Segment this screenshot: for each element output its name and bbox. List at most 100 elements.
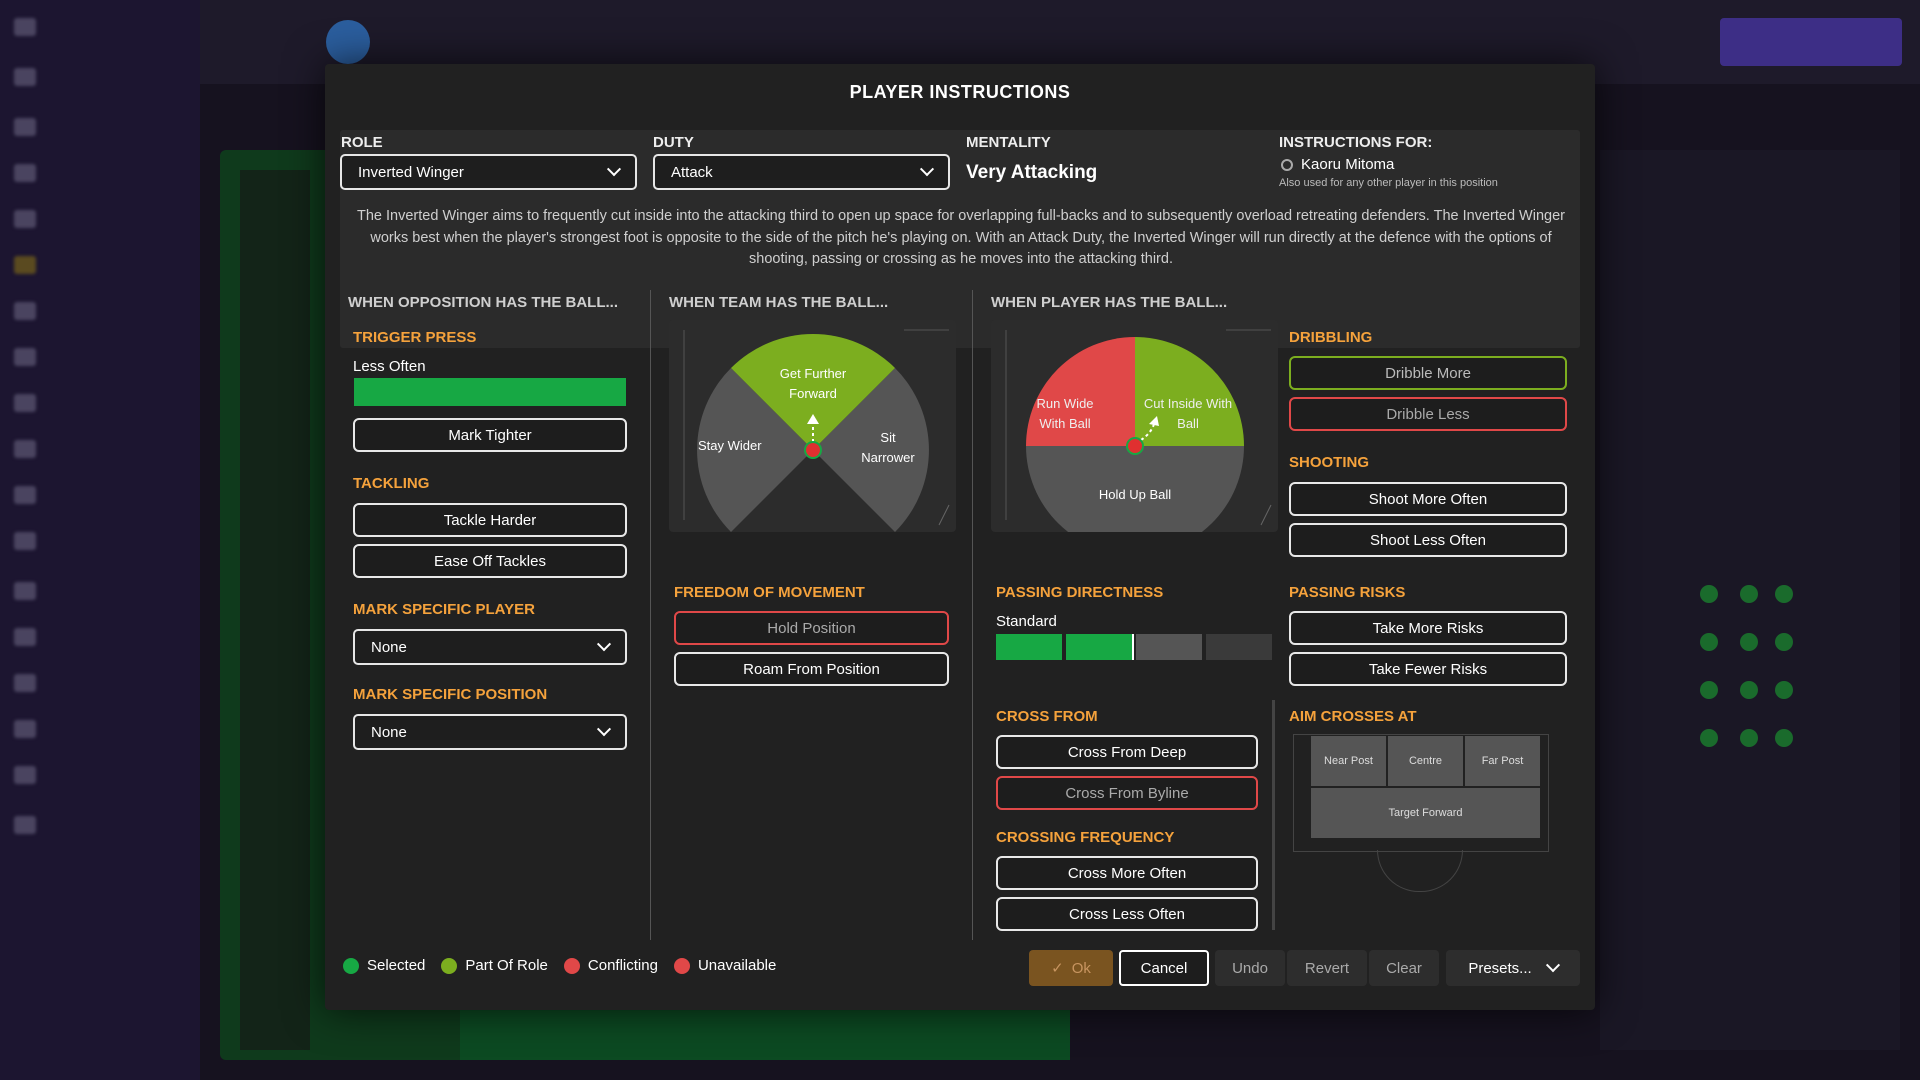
background-sidebar xyxy=(0,0,200,1080)
presets-button[interactable]: Presets... xyxy=(1446,950,1580,986)
shoot-more-often-button[interactable]: Shoot More Often xyxy=(1289,482,1567,516)
mark-tighter-button[interactable]: Mark Tighter xyxy=(353,418,627,452)
chevron-down-icon xyxy=(1545,958,1560,973)
duty-select[interactable]: Attack xyxy=(653,154,950,190)
role-select[interactable]: Inverted Winger xyxy=(340,154,637,190)
shoot-less-often-button[interactable]: Shoot Less Often xyxy=(1289,523,1567,557)
trigger-press-bar[interactable] xyxy=(354,378,626,406)
chevron-down-icon xyxy=(596,637,612,652)
sit-narrower-label: Sit Narrower xyxy=(861,430,915,465)
bg-nav-item xyxy=(14,250,36,280)
clear-button[interactable]: Clear xyxy=(1369,950,1439,986)
cross-more-often-button[interactable]: Cross More Often xyxy=(996,856,1258,890)
centre-target[interactable]: Centre xyxy=(1388,736,1463,786)
bg-nav-item xyxy=(14,12,36,42)
bg-status-dot xyxy=(1740,585,1758,603)
pitch-line xyxy=(1260,504,1272,526)
club-badge-icon xyxy=(326,20,370,64)
trigger-press-value: Less Often xyxy=(353,358,426,375)
directness-segment[interactable] xyxy=(996,634,1062,660)
hold-position-button[interactable]: Hold Position xyxy=(674,611,949,645)
column-divider xyxy=(972,290,973,940)
crossing-frequency-label: CROSSING FREQUENCY xyxy=(996,829,1175,846)
legend-conflicting: Conflicting xyxy=(587,957,658,974)
opposition-header: WHEN OPPOSITION HAS THE BALL... xyxy=(348,294,619,311)
legend: Selected Part Of Role Conflicting Unavai… xyxy=(343,957,776,974)
dribble-more-button[interactable]: Dribble More xyxy=(1289,356,1567,390)
bg-nav-item xyxy=(14,760,36,790)
run-wide-zone[interactable] xyxy=(1026,337,1135,446)
also-used-note: Also used for any other player in this p… xyxy=(1279,177,1498,189)
bg-nav-item xyxy=(14,388,36,418)
pitch-line xyxy=(938,504,950,526)
mark-player-select[interactable]: None xyxy=(353,629,627,665)
bg-nav-item xyxy=(14,714,36,744)
background-continue-button xyxy=(1720,18,1902,66)
mark-player-label: MARK SPECIFIC PLAYER xyxy=(353,601,535,618)
ok-button[interactable]: ✓ Ok xyxy=(1029,950,1113,986)
undo-button[interactable]: Undo xyxy=(1215,950,1285,986)
cross-from-byline-button[interactable]: Cross From Byline xyxy=(996,776,1258,810)
cut-inside-zone[interactable] xyxy=(1135,337,1244,446)
role-label: ROLE xyxy=(341,134,383,151)
sit-narrower-zone[interactable] xyxy=(813,368,929,532)
stay-wider-zone[interactable] xyxy=(697,368,813,532)
bg-nav-item xyxy=(14,296,36,326)
get-further-forward-zone[interactable] xyxy=(731,334,895,450)
directness-segment[interactable] xyxy=(1136,634,1202,660)
instructions-for-label: INSTRUCTIONS FOR: xyxy=(1279,134,1433,151)
mark-position-select[interactable]: None xyxy=(353,714,627,750)
mark-player-value: None xyxy=(371,638,407,656)
passing-directness-value: Standard xyxy=(996,613,1057,630)
roam-from-position-button[interactable]: Roam From Position xyxy=(674,652,949,686)
arrow-icon xyxy=(1149,416,1159,426)
tackle-harder-button[interactable]: Tackle Harder xyxy=(353,503,627,537)
mentality-value: Very Attacking xyxy=(966,162,1098,183)
cross-less-often-button[interactable]: Cross Less Often xyxy=(996,897,1258,931)
background-green-bar xyxy=(460,1010,1070,1060)
directness-segment[interactable] xyxy=(1206,634,1272,660)
column-divider xyxy=(650,290,651,940)
player-instructions-dialog: PLAYER INSTRUCTIONS ROLE Inverted Winger… xyxy=(325,64,1595,1010)
checkmark-icon: ✓ xyxy=(1051,960,1064,977)
take-more-risks-button[interactable]: Take More Risks xyxy=(1289,611,1567,645)
team-movement-panel xyxy=(669,320,956,532)
penalty-arc xyxy=(1377,850,1463,892)
ease-off-tackles-button[interactable]: Ease Off Tackles xyxy=(353,544,627,578)
bg-status-dot xyxy=(1775,729,1793,747)
bg-nav-item xyxy=(14,112,36,142)
stay-wider-label: Stay Wider xyxy=(698,438,762,453)
directness-segment[interactable] xyxy=(1066,634,1132,660)
role-description: The Inverted Winger aims to frequently c… xyxy=(357,208,1565,267)
bg-status-dot xyxy=(1740,681,1758,699)
bg-status-dot xyxy=(1700,681,1718,699)
cross-from-deep-button[interactable]: Cross From Deep xyxy=(996,735,1258,769)
bg-status-dot xyxy=(1700,585,1718,603)
player-name-row: Kaoru Mitoma xyxy=(1281,156,1394,173)
bg-nav-item xyxy=(14,810,36,840)
freedom-label: FREEDOM OF MOVEMENT xyxy=(674,584,865,601)
team-movement-diagram xyxy=(683,329,950,532)
cancel-button[interactable]: Cancel xyxy=(1119,950,1209,986)
bg-status-dot xyxy=(1775,633,1793,651)
near-post-target[interactable]: Near Post xyxy=(1311,736,1386,786)
passing-directness-label: PASSING DIRECTNESS xyxy=(996,584,1164,601)
bg-nav-item xyxy=(14,480,36,510)
scrollbar[interactable] xyxy=(1272,700,1275,930)
dribble-less-button[interactable]: Dribble Less xyxy=(1289,397,1567,431)
player-position-marker xyxy=(1126,437,1144,455)
bg-nav-item xyxy=(14,158,36,188)
bg-nav-item xyxy=(14,62,36,92)
legend-unavailable: Unavailable xyxy=(697,957,777,974)
role-select-value: Inverted Winger xyxy=(358,163,464,181)
take-fewer-risks-button[interactable]: Take Fewer Risks xyxy=(1289,652,1567,686)
hold-up-ball-zone[interactable] xyxy=(1026,446,1244,555)
mark-position-label: MARK SPECIFIC POSITION xyxy=(353,686,548,703)
player-ball-diagram xyxy=(1005,329,1272,555)
selected-dot-icon xyxy=(343,957,359,974)
bg-nav-item xyxy=(14,342,36,372)
far-post-target[interactable]: Far Post xyxy=(1465,736,1540,786)
target-forward-target[interactable]: Target Forward xyxy=(1311,788,1540,838)
revert-button[interactable]: Revert xyxy=(1287,950,1367,986)
hold-up-ball-label: Hold Up Ball xyxy=(1098,487,1172,502)
